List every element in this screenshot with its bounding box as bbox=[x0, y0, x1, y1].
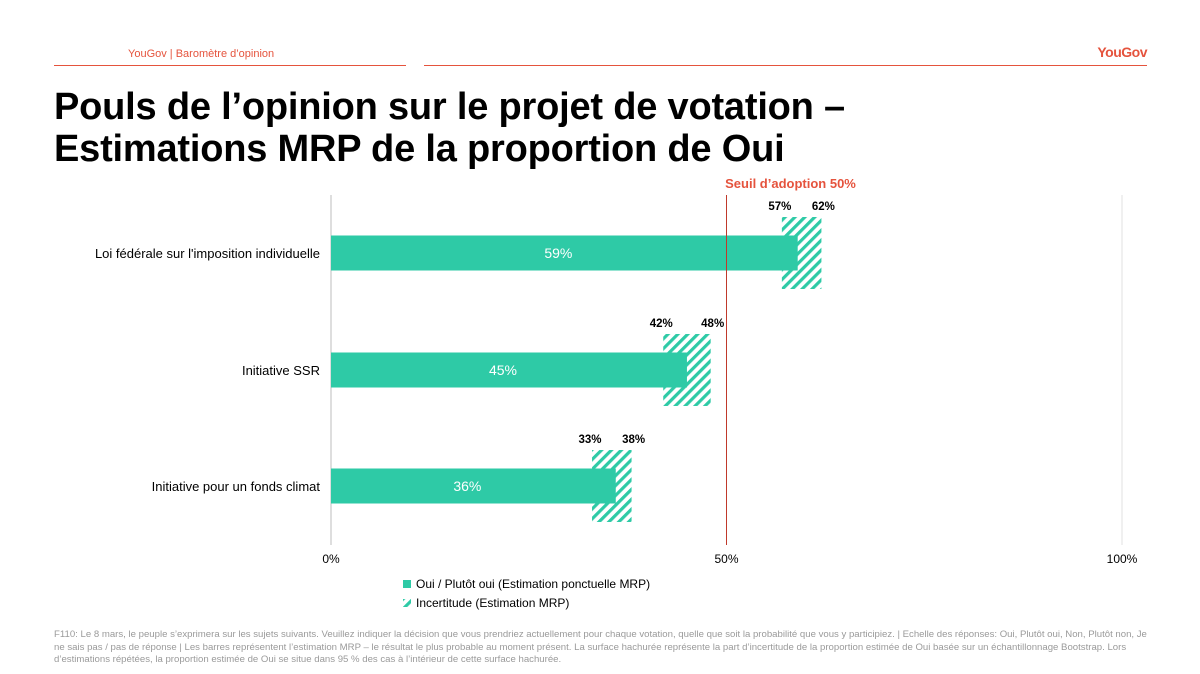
uncertainty-low-label: 57% bbox=[768, 201, 791, 213]
bar-value-label: 36% bbox=[453, 478, 481, 494]
category-label: Loi fédérale sur l'imposition individuel… bbox=[95, 246, 320, 261]
bar bbox=[331, 235, 798, 271]
uncertainty-low-label: 33% bbox=[579, 434, 602, 446]
uncertainty-high-label: 62% bbox=[812, 201, 835, 213]
page-title-line-1: Pouls de l’opinion sur le projet de vota… bbox=[54, 86, 845, 128]
bar bbox=[331, 468, 616, 504]
page-title: Pouls de l’opinion sur le projet de vota… bbox=[54, 86, 1154, 170]
report-subtitle: YouGov | Baromètre d’opinion bbox=[128, 48, 275, 60]
uncertainty-high-label: 38% bbox=[622, 434, 645, 446]
x-tick-label: 100% bbox=[1107, 552, 1138, 566]
yougov-logo: YouGov bbox=[1097, 44, 1147, 60]
header-divider-right bbox=[424, 65, 1147, 66]
footnote: F110: Le 8 mars, le peuple s’exprimera s… bbox=[54, 629, 1147, 665]
x-tick-label: 0% bbox=[322, 552, 340, 566]
legend-label-estimate: Oui / Plutôt oui (Estimation ponctuelle … bbox=[416, 577, 650, 591]
x-tick-label: 50% bbox=[714, 552, 738, 566]
category-label: Initiative pour un fonds climat bbox=[152, 479, 321, 494]
uncertainty-low-label: 42% bbox=[650, 318, 673, 330]
page-title-line-2: Estimations MRP de la proportion de Oui bbox=[54, 128, 785, 170]
bar-value-label: 45% bbox=[489, 362, 517, 378]
legend-label-uncertainty: Incertitude (Estimation MRP) bbox=[416, 596, 569, 610]
bar bbox=[331, 352, 687, 388]
category-label: Initiative SSR bbox=[242, 363, 320, 378]
header-divider-left bbox=[54, 65, 406, 66]
bar-value-label: 59% bbox=[544, 245, 572, 261]
threshold-label: Seuil d’adoption 50% bbox=[725, 176, 856, 191]
legend-swatch-solid bbox=[403, 580, 411, 588]
legend-swatch-hatch bbox=[403, 599, 411, 607]
uncertainty-high-label: 48% bbox=[701, 318, 724, 330]
